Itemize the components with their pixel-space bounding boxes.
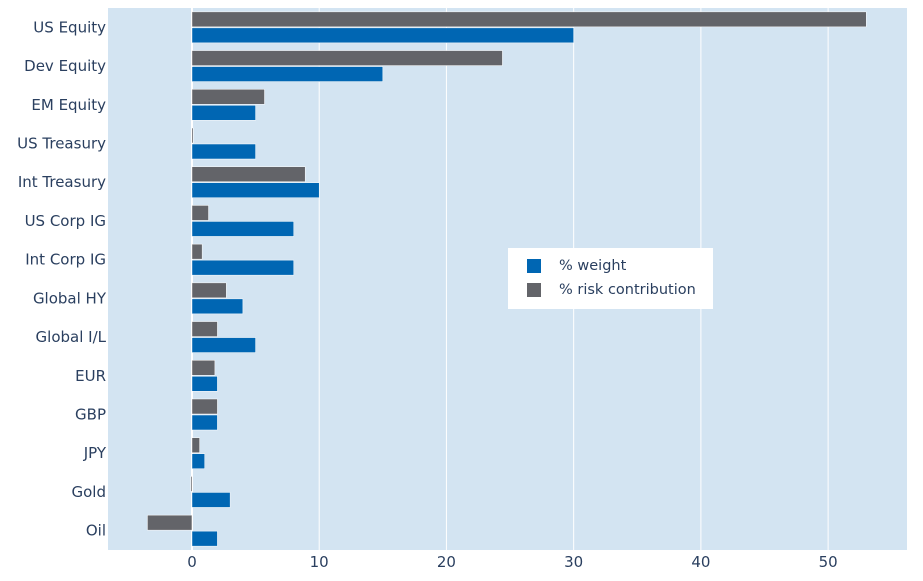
bar-risk-contribution[interactable] [191, 360, 216, 376]
category-label: Global I/L [36, 328, 107, 346]
legend-item-weight[interactable]: % weight [508, 256, 626, 276]
x-tick-label: 50 [819, 553, 838, 571]
bar-risk-contribution[interactable] [147, 514, 193, 531]
legend-item-risk[interactable]: % risk contribution [508, 280, 696, 300]
category-label: US Corp IG [25, 212, 106, 230]
bar-risk-contribution[interactable] [191, 243, 203, 260]
bar-risk-contribution[interactable] [191, 166, 306, 182]
bar-risk-contribution[interactable] [190, 476, 193, 492]
bar-weight[interactable] [191, 259, 295, 276]
x-tick-label: 30 [564, 553, 583, 571]
bar-risk-contribution[interactable] [191, 437, 200, 453]
category-label: EM Equity [31, 96, 106, 114]
legend-swatch-weight [527, 259, 541, 273]
x-tick-label: 10 [310, 553, 329, 571]
category-label: Int Treasury [18, 173, 106, 191]
bar-weight[interactable] [191, 414, 218, 431]
category-label: US Treasury [17, 135, 106, 153]
legend-label-risk: % risk contribution [559, 282, 696, 298]
bar-weight[interactable] [191, 337, 256, 353]
bar-weight[interactable] [191, 298, 244, 315]
bars [147, 11, 867, 547]
bar-weight[interactable] [191, 492, 231, 508]
category-label: JPY [83, 444, 107, 462]
bar-weight[interactable] [191, 143, 256, 160]
bar-risk-contribution[interactable] [191, 11, 867, 28]
bar-risk-contribution[interactable] [191, 398, 218, 415]
bar-risk-contribution[interactable] [191, 50, 503, 66]
legend: % weight % risk contribution [508, 248, 713, 309]
bar-risk-contribution[interactable] [191, 282, 227, 299]
bar-risk-contribution[interactable] [191, 127, 194, 144]
bar-weight[interactable] [191, 221, 295, 237]
category-label: GBP [75, 406, 106, 424]
category-label: EUR [75, 367, 106, 385]
bar-weight[interactable] [191, 105, 256, 121]
x-tick-label: 40 [691, 553, 710, 571]
bar-risk-contribution[interactable] [191, 89, 265, 105]
bar-risk-contribution[interactable] [191, 321, 218, 337]
category-label: Dev Equity [24, 57, 106, 75]
category-label: Int Corp IG [25, 251, 106, 269]
bar-weight[interactable] [191, 27, 574, 44]
bar-risk-contribution[interactable] [191, 205, 209, 221]
x-tick-label: 0 [187, 553, 197, 571]
category-label: Oil [86, 522, 106, 540]
bar-weight[interactable] [191, 182, 320, 198]
bar-weight[interactable] [191, 530, 218, 547]
legend-label-weight: % weight [559, 258, 627, 274]
category-label: Gold [72, 483, 107, 501]
bar-weight[interactable] [191, 453, 205, 469]
bar-weight[interactable] [191, 376, 218, 392]
category-label: Global HY [33, 289, 107, 307]
x-tick-labels: 0 10 20 30 40 50 [187, 553, 837, 571]
bar-weight[interactable] [191, 66, 384, 82]
category-labels: US Equity Dev Equity EM Equity US Treasury I… [17, 18, 107, 539]
category-label: US Equity [33, 18, 106, 36]
legend-swatch-risk [527, 283, 541, 297]
x-tick-label: 20 [437, 553, 456, 571]
